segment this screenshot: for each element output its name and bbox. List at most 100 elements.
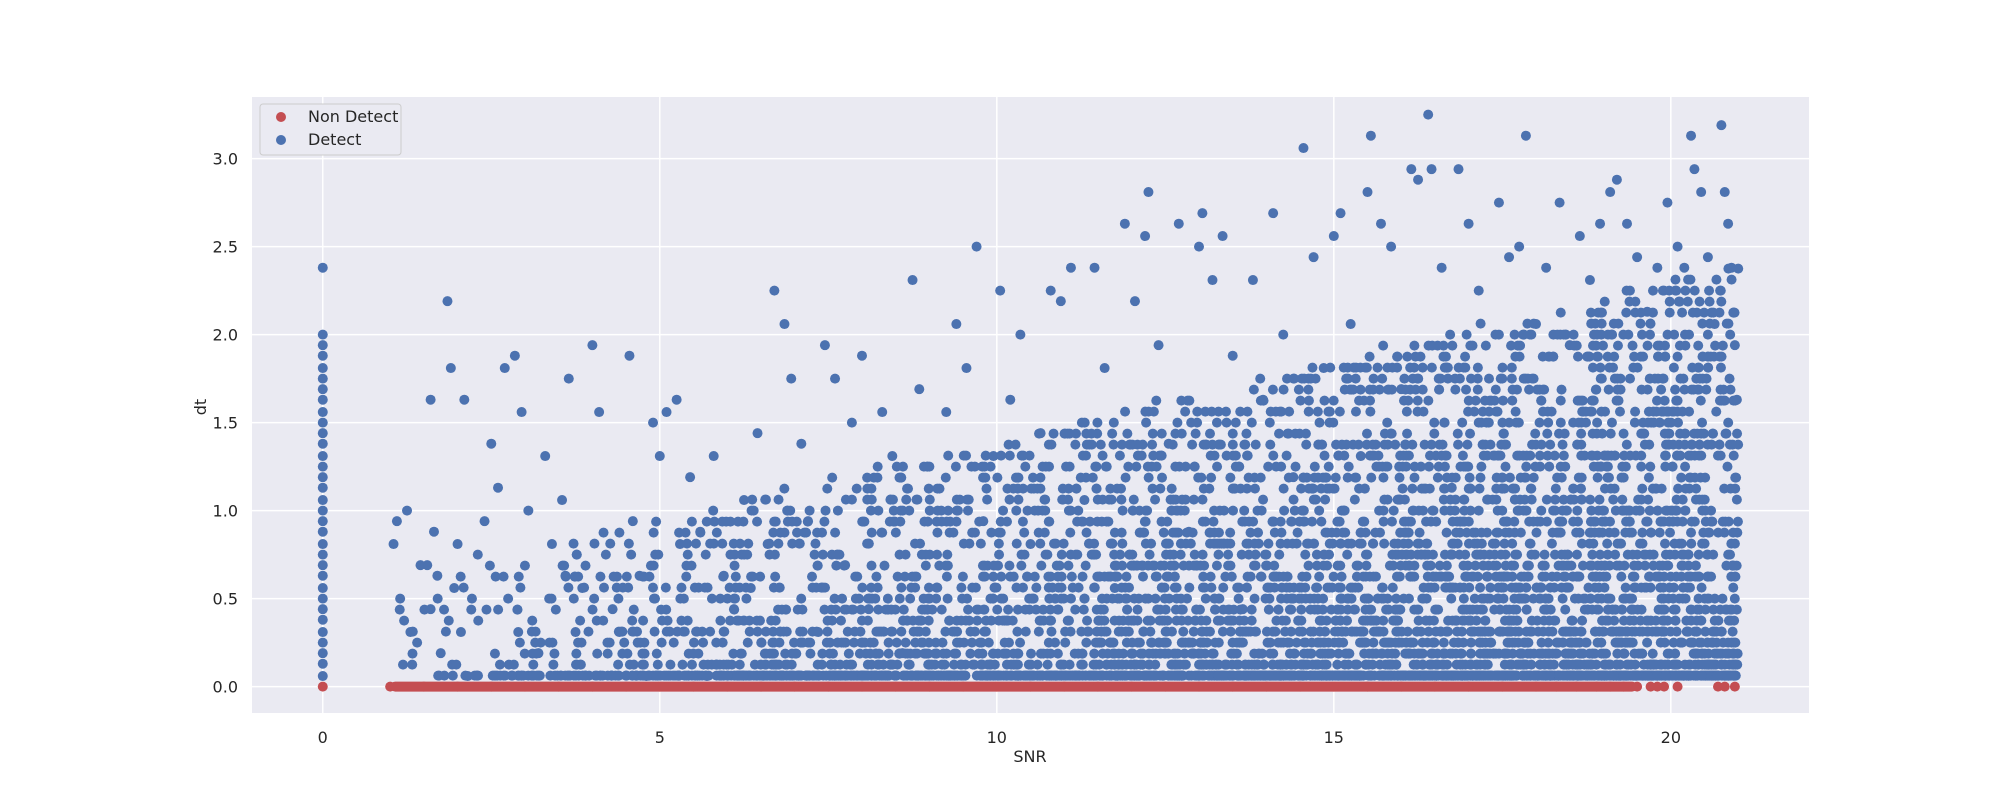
detect-point [1081,527,1092,538]
detect-point [549,648,560,659]
detect-point [1056,582,1067,593]
detect-point [1711,274,1722,285]
detect-point [1498,582,1509,593]
detect-point [822,483,833,494]
detect-point [830,604,841,615]
detect-point [1170,648,1181,659]
detect-point [489,648,500,659]
detect-point [873,505,884,516]
detect-point [1335,582,1346,593]
detect-point [810,538,821,549]
non-detect-point [1295,681,1306,692]
detect-point [568,593,579,604]
detect-point [1677,307,1688,318]
detect-point [1091,626,1102,637]
detect-point [773,494,784,505]
detect-point [1253,527,1264,538]
detect-point [1363,659,1374,670]
detect-point [1680,340,1691,351]
detect-point [1043,582,1054,593]
detect-point [1535,450,1546,461]
detect-point [591,615,602,626]
detect-point [1003,637,1014,648]
detect-point [1159,615,1170,626]
detect-point [1305,604,1316,615]
detect-point [1398,395,1409,406]
detect-point [866,527,877,538]
non-detect-point [1261,681,1272,692]
detect-point [698,659,709,670]
detect-point [1242,406,1253,417]
detect-point [583,626,594,637]
detect-point [1464,472,1475,483]
detect-point [957,571,968,582]
detect-point [1376,648,1387,659]
detect-point [1723,615,1734,626]
detect-point [1491,527,1502,538]
detect-point [1278,483,1289,494]
detect-point [1504,417,1515,428]
detect-point [759,648,770,659]
detect-point [1409,362,1420,373]
detect-point [1351,560,1362,571]
detect-point [1557,439,1568,450]
detect-point [595,571,606,582]
detect-point [1033,527,1044,538]
detect-point [910,648,921,659]
detect-point [1248,384,1259,395]
detect-point [1725,483,1736,494]
detect-point [1445,582,1456,593]
detect-point [1109,527,1120,538]
detect-point [1438,648,1449,659]
detect-point [1560,604,1571,615]
detect-point [1387,648,1398,659]
detect-point [1621,307,1632,318]
detect-point [1572,439,1583,450]
detect-point [1441,571,1452,582]
detect-point [1530,439,1541,450]
detect-point [1526,483,1537,494]
detect-point [977,648,988,659]
detect-point [1515,340,1526,351]
detect-point [1610,549,1621,560]
detect-point [1500,560,1511,571]
detect-point [1164,593,1175,604]
detect-point [1171,615,1182,626]
detect-point [1378,472,1389,483]
detect-point [1509,494,1520,505]
detect-point [1008,483,1019,494]
detect-point [954,494,965,505]
detect-point [1365,406,1376,417]
detect-point [969,659,980,670]
detect-point [1417,384,1428,395]
detect-point [1245,527,1256,538]
detect-point [1224,604,1235,615]
detect-point [1235,626,1246,637]
detect-point [979,560,990,571]
detect-point [1475,472,1486,483]
detect-point [920,626,931,637]
detect-point [1184,582,1195,593]
detect-point [1680,285,1691,296]
detect-point [1264,593,1275,604]
detect-point [1683,659,1694,670]
detect-point [1616,472,1627,483]
detect-point [1452,428,1463,439]
detect-point [531,670,542,681]
detect-point [1568,329,1579,340]
detect-point [865,505,876,516]
detect-point [1708,549,1719,560]
detect-point [715,615,726,626]
detect-point [1180,494,1191,505]
detect-point [1012,604,1023,615]
detect-point [1066,571,1077,582]
detect-point [1445,494,1456,505]
detect-point [1637,329,1648,340]
detect-point [1560,582,1571,593]
detect-point [439,604,450,615]
detect-point [1652,395,1663,406]
detect-point [1458,494,1469,505]
detect-point [490,571,501,582]
detect-point [1097,648,1108,659]
detect-point [1052,571,1063,582]
